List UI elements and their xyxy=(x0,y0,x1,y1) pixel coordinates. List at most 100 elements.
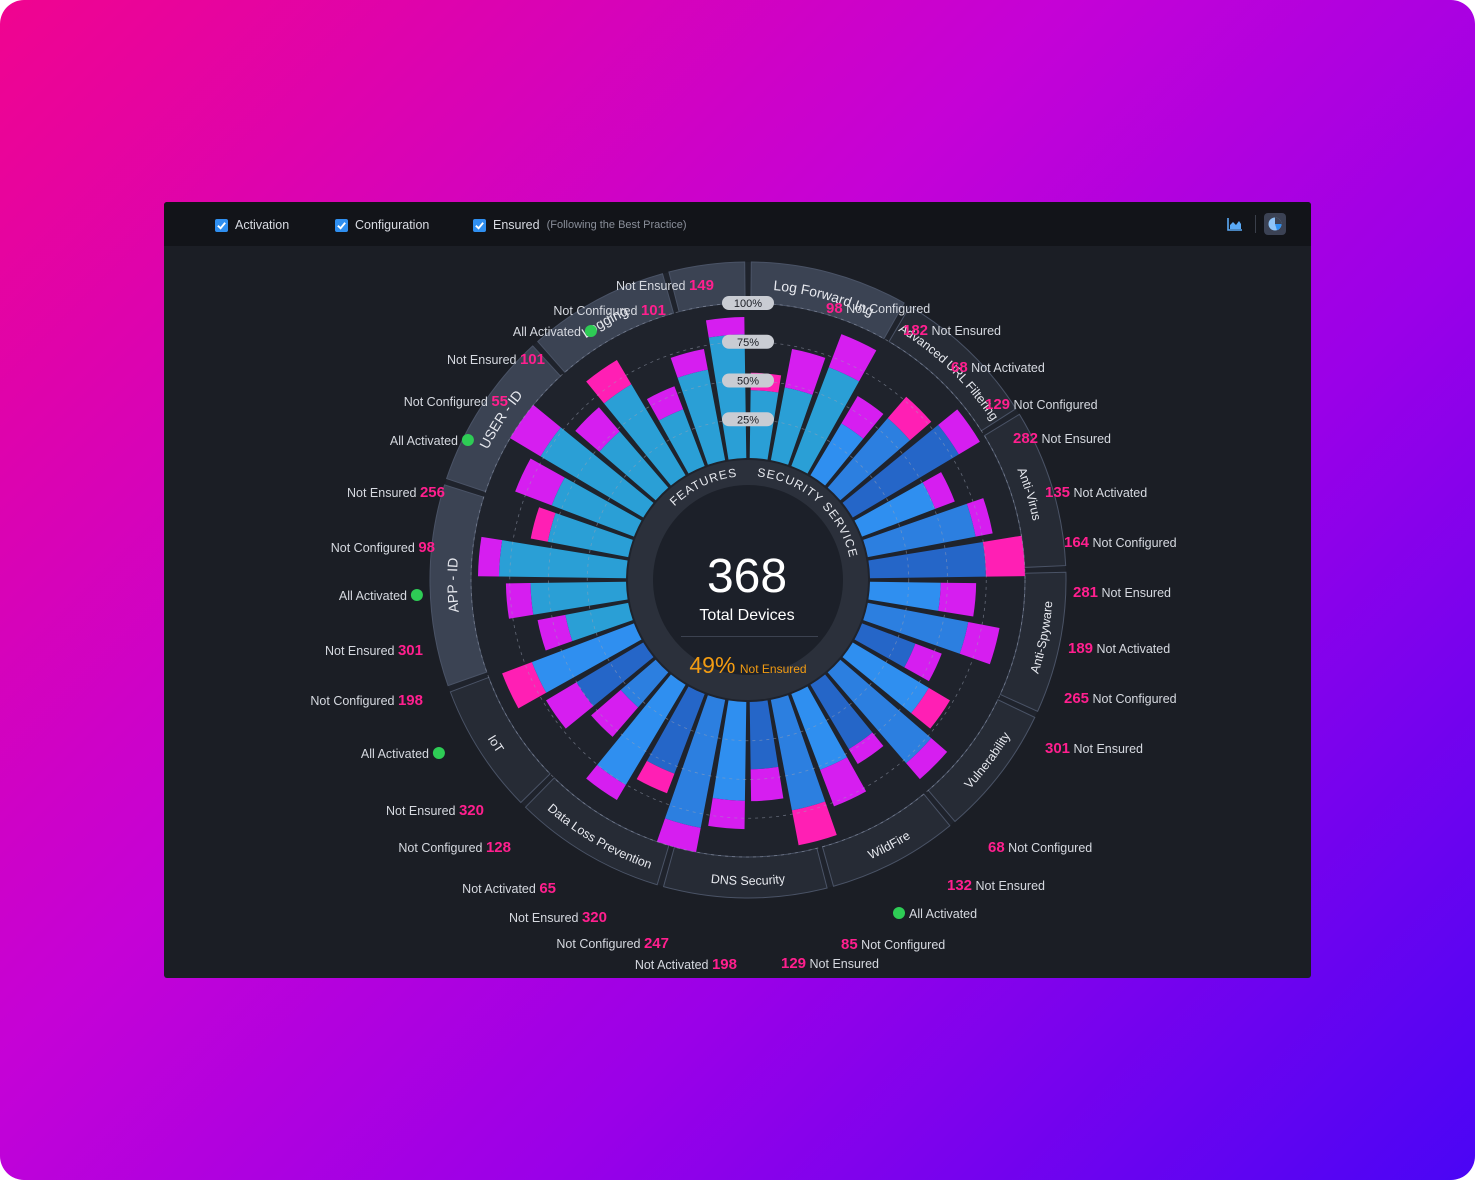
callout-vul-not-configured: 265 Not Configured xyxy=(1064,690,1177,707)
callout-dns-not-ensured: 129 Not Ensured xyxy=(781,955,879,972)
chart-bar xyxy=(712,700,747,801)
callout-lfi-all-activated: All Activated xyxy=(513,325,597,339)
scale-pill xyxy=(722,373,774,388)
check-icon xyxy=(335,218,348,232)
chart-bar xyxy=(658,409,705,474)
callout-dlp-not-configured: Not Configured 247 xyxy=(556,935,669,952)
total-devices-label: Total Devices xyxy=(699,607,795,624)
chart-bar xyxy=(530,581,628,615)
check-circle-icon xyxy=(585,325,597,337)
chart-bar-not-ensured xyxy=(841,395,884,439)
total-devices-count: 368 xyxy=(706,550,788,603)
chart-bar xyxy=(810,423,864,486)
chart-bar-not-ensured xyxy=(586,764,626,800)
chart-bar-not-ensured xyxy=(904,643,942,682)
chart-bar-not-ensured xyxy=(591,689,639,737)
callout-av-not-activated: 68 Not Activated xyxy=(951,359,1045,376)
segment-band xyxy=(445,345,562,493)
callout-iot-not-configured: Not Configured 128 xyxy=(398,839,511,856)
activation-checkbox[interactable]: Activation xyxy=(215,217,289,233)
chart-bar xyxy=(551,477,642,537)
chart-bar xyxy=(791,367,860,474)
check-circle-icon xyxy=(411,589,423,601)
toolbar: Activation Configuration Ensured (Follow… xyxy=(164,202,1311,246)
chart-bar xyxy=(827,418,910,501)
scale-pill-label: 100% xyxy=(734,298,762,310)
callout-iot-not-activated: Not Activated 65 xyxy=(462,880,556,897)
callout-as-not-configured: 164 Not Configured xyxy=(1064,534,1177,551)
callout-appid-not-ensured: Not Ensured 301 xyxy=(325,642,423,659)
chart-bar xyxy=(498,540,628,579)
chart-bar xyxy=(770,387,813,465)
segment-band xyxy=(750,261,905,340)
segment-label: APP - ID xyxy=(444,557,462,613)
chart-bar xyxy=(854,623,916,668)
chart-bar-not-ensured xyxy=(982,535,1025,577)
callout-logging-all-activated: All Activated xyxy=(390,434,474,448)
chart-bar xyxy=(603,384,686,486)
chart-bar-not-ensured xyxy=(828,334,877,382)
configuration-checkbox[interactable]: Configuration xyxy=(335,217,429,233)
chart-bar-not-ensured xyxy=(502,662,547,709)
chart-bar xyxy=(599,431,669,501)
chart-bar xyxy=(540,427,654,518)
chart-bar xyxy=(827,659,932,764)
callout-vul-not-ensured: 301 Not Ensured xyxy=(1045,740,1143,757)
scale-pill xyxy=(722,334,774,349)
chart-bar xyxy=(677,369,726,465)
center-divider xyxy=(681,636,818,637)
check-circle-icon xyxy=(462,434,474,446)
chart-bar-not-ensured xyxy=(966,498,993,537)
callout-userid-not-ensured: Not Ensured 256 xyxy=(347,484,445,501)
callout-av-not-configured: 129 Not Configured xyxy=(985,396,1098,413)
callout-appid-all-activated: All Activated xyxy=(361,747,445,761)
ensured-checkbox[interactable]: Ensured (Following the Best Practice) xyxy=(473,217,687,233)
segment-band xyxy=(429,484,488,687)
chart-bar xyxy=(565,602,633,642)
callout-dns-all-activated: All Activated xyxy=(893,907,977,921)
chart-bar xyxy=(749,700,779,770)
chart-bar-not-ensured xyxy=(887,396,932,441)
chart-bar-not-ensured xyxy=(478,536,503,577)
callout-logging-not-ensured: Not Ensured 101 xyxy=(447,351,545,368)
chart-bar xyxy=(708,334,747,460)
callout-as-not-activated: 135 Not Activated xyxy=(1045,484,1148,501)
chart-bar-not-ensured xyxy=(922,472,955,509)
chart-bar xyxy=(646,686,705,774)
chart-bar-not-ensured xyxy=(510,404,561,457)
chart-bar-not-ensured xyxy=(784,349,826,395)
chart-bar xyxy=(547,512,633,558)
callout-userid-all-activated: All Activated xyxy=(339,589,423,603)
chart-bar xyxy=(842,424,959,518)
callout-wf-not-ensured: 132 Not Ensured xyxy=(947,877,1045,894)
chart-bar-not-ensured xyxy=(505,583,534,619)
chart-bar-not-ensured xyxy=(636,760,675,794)
scale-pill-label: 25% xyxy=(737,414,759,426)
check-circle-icon xyxy=(893,907,905,919)
segment-label: DNS Security xyxy=(710,872,786,888)
area-chart-icon[interactable] xyxy=(1224,213,1246,235)
center-disc xyxy=(653,485,843,675)
chart-bar-not-ensured xyxy=(750,766,784,802)
chart-bar-not-ensured xyxy=(705,316,745,338)
chart-bar-not-ensured xyxy=(530,507,556,542)
chart-bar-not-ensured xyxy=(546,682,594,729)
chart-bar-not-ensured xyxy=(586,360,632,404)
scale-pill-label: 75% xyxy=(737,337,759,349)
scale-pill xyxy=(722,412,774,427)
check-circle-icon xyxy=(433,747,445,759)
configuration-label: Configuration xyxy=(355,218,430,232)
callout-dlp-not-ensured: Not Ensured 320 xyxy=(509,909,607,926)
chart-bar xyxy=(810,674,873,750)
check-icon xyxy=(215,218,228,232)
chart-bar xyxy=(770,695,826,811)
chart-bar xyxy=(854,482,936,537)
callout-url-not-configured: 98 Not Configured xyxy=(826,300,931,317)
chart-bar-not-ensured xyxy=(906,738,948,780)
pie-chart-icon[interactable] xyxy=(1264,213,1286,235)
chart-bar-not-ensured xyxy=(959,622,1000,665)
callout-iot-not-ensured: Not Ensured 320 xyxy=(386,802,484,819)
scale-pill-label: 50% xyxy=(737,376,759,388)
chart-bar xyxy=(791,686,848,770)
chart-bar xyxy=(597,674,686,786)
